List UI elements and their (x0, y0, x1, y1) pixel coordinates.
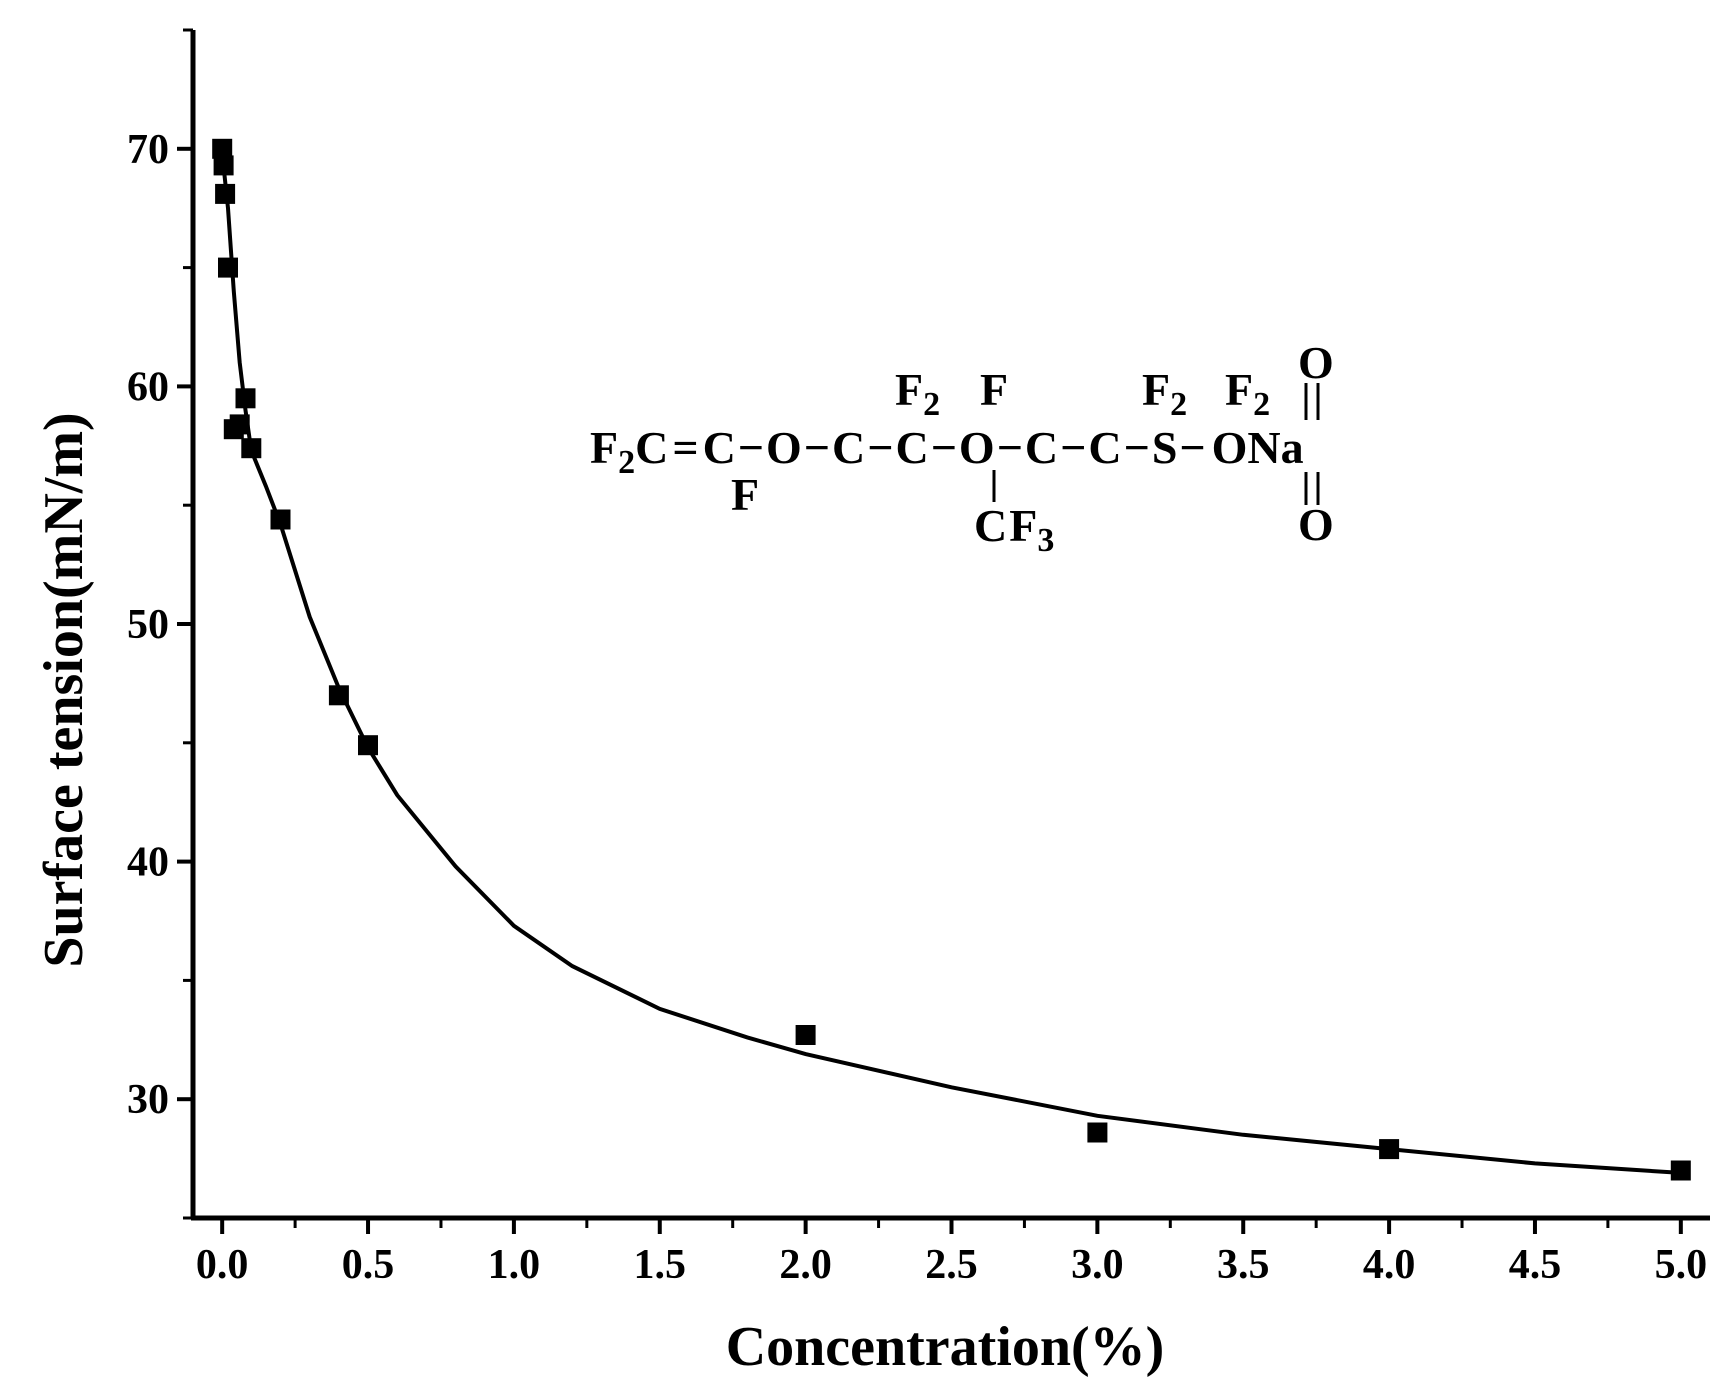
data-point (235, 388, 256, 409)
chem-f2-above-1: F2 (895, 364, 940, 423)
chem-o-below: O (1298, 499, 1334, 550)
data-point (795, 1025, 816, 1045)
data-point (212, 138, 233, 159)
data-point (218, 257, 238, 278)
chemical-structure-annotation: F2C=C−O−C−C−O−C−C−S− ONa F2 F F2 F2 O F C… (590, 337, 1334, 559)
x-tick-label: 1.0 (488, 1242, 541, 1288)
axes (190, 30, 1710, 1221)
y-tick-label: 50 (127, 602, 169, 648)
x-ticks: 0.0 0.5 1.0 1.5 2.0 2.5 3.0 3.5 4.0 4.5 5.0 (196, 1218, 1707, 1288)
y-tick-label: 70 (127, 127, 169, 173)
x-tick-label: 3.5 (1217, 1242, 1270, 1288)
x-tick-label: 0.5 (342, 1242, 395, 1288)
x-tick-label: 4.0 (1363, 1242, 1416, 1288)
x-tick-label: 0.0 (196, 1242, 249, 1288)
data-point (358, 735, 378, 756)
data-point (215, 183, 236, 204)
chem-f-above: F (980, 364, 1008, 415)
fit-curve (220, 153, 1681, 1175)
y-tick-label: 30 (127, 1077, 169, 1123)
chem-f2-above-2: F2 (1142, 364, 1187, 423)
chem-main-chain: F2C=C−O−C−C−O−C−C−S− ONa (590, 422, 1304, 481)
data-point (229, 414, 250, 435)
y-tick-label: 60 (127, 364, 169, 410)
x-tick-label: 4.5 (1509, 1242, 1562, 1288)
x-tick-label: 1.5 (634, 1242, 687, 1288)
y-tick-label: 40 (127, 840, 169, 886)
data-point (328, 685, 349, 706)
y-axis-title: Surface tension(mN/m) (33, 412, 95, 967)
x-tick-label: 3.0 (1071, 1242, 1124, 1288)
data-point (1379, 1139, 1400, 1160)
chem-f-below: F (731, 469, 759, 520)
data-point (241, 438, 262, 459)
data-point (1087, 1122, 1108, 1143)
y-ticks: 30 40 50 60 70 (127, 28, 193, 1220)
data-points (212, 138, 1691, 1181)
chem-f2-above-3: F2 (1225, 364, 1270, 423)
data-point (213, 155, 234, 176)
x-axis-title: Concentration(%) (726, 1316, 1165, 1378)
chem-cf3-below: CF3 (974, 500, 1054, 559)
x-tick-label: 2.5 (925, 1242, 978, 1288)
x-tick-label: 5.0 (1655, 1242, 1708, 1288)
data-point (1670, 1160, 1691, 1181)
chem-o-above: O (1298, 337, 1334, 388)
data-point (270, 509, 291, 530)
x-tick-label: 2.0 (779, 1242, 832, 1288)
